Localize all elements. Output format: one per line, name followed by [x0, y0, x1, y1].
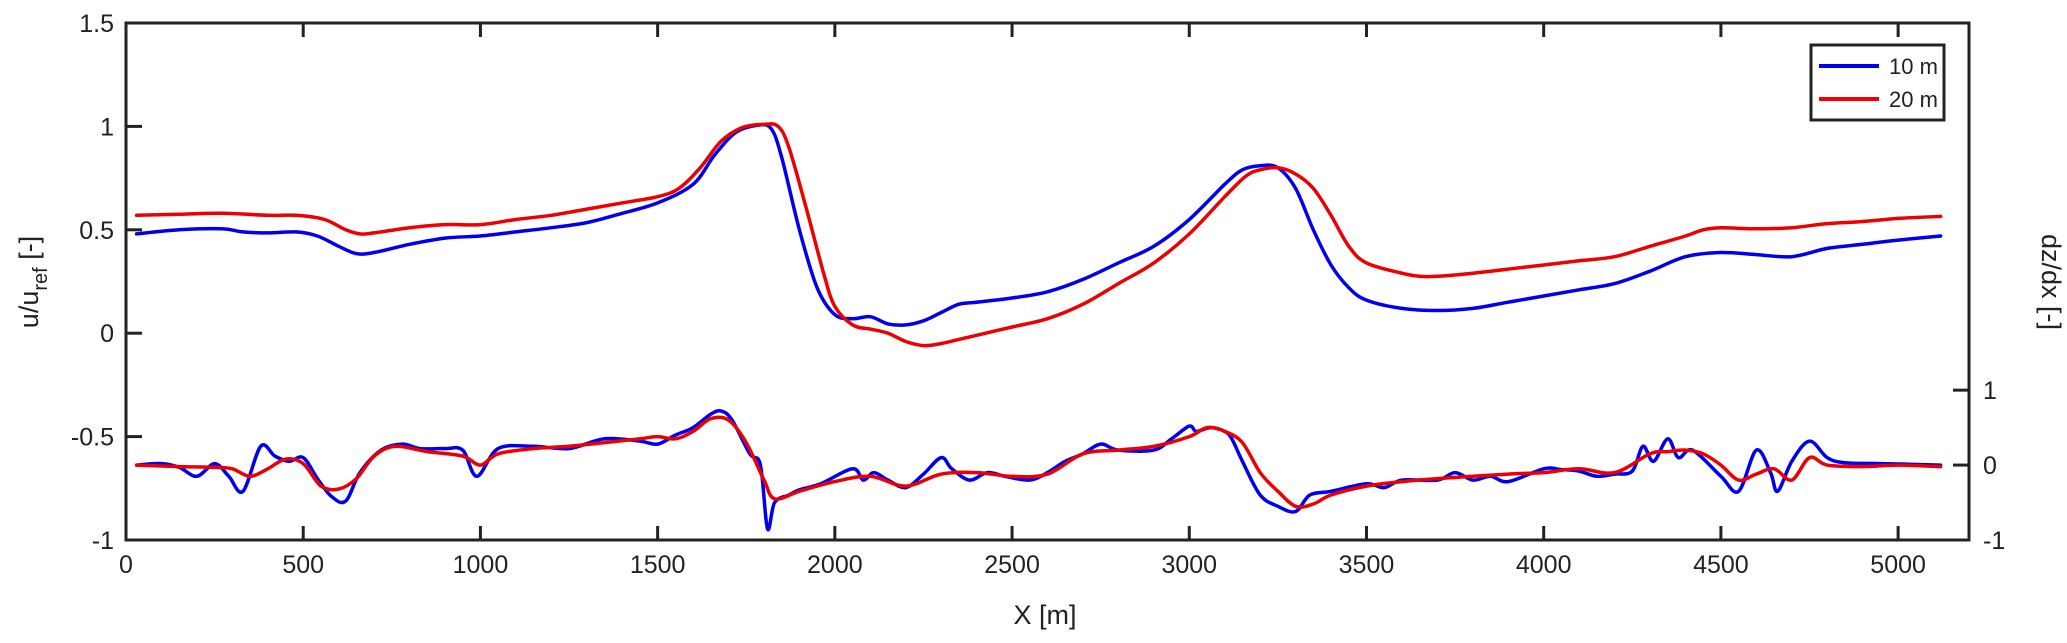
legend-label-10m: 10 m	[1889, 54, 1938, 79]
series-layer	[134, 122, 1943, 532]
x-tick-label: 1500	[630, 551, 686, 579]
x-tick-label: 2000	[807, 551, 863, 579]
y-left-tick-label: -0.5	[71, 424, 114, 452]
y-right-tick-label: 0	[1983, 452, 1997, 480]
y-axis-right-label: dz/dx [-]	[2036, 234, 2066, 330]
legend-label-20m: 20 m	[1889, 87, 1938, 112]
x-tick-label: 5000	[1870, 551, 1926, 579]
y-left-tick-label: 1	[100, 113, 114, 141]
x-tick-label: 3500	[1339, 551, 1395, 579]
y-axis-left-label-sub: ref	[30, 267, 52, 291]
y-right-tick-label: -1	[1983, 527, 2005, 555]
y-left-tick-label: 0	[100, 320, 114, 348]
y-left-tick-label: 1.5	[79, 10, 114, 38]
legend-box	[1809, 43, 1946, 122]
x-tick-label: 2500	[984, 551, 1040, 579]
x-axis: 0 500 1000 1500 2000 2500 3000 3500 4000 4500 5000	[119, 23, 1926, 579]
y-right-tick-label: 1	[1983, 377, 1997, 405]
series-line-upper-10m	[134, 122, 1943, 327]
series-line-upper-20m	[134, 122, 1943, 348]
x-tick-label: 3000	[1161, 551, 1217, 579]
x-tick-label: 1000	[453, 551, 509, 579]
plot-area	[124, 21, 1971, 542]
x-axis-label: X [m]	[1013, 600, 1076, 630]
y-axis-left: -1 -0.5 0 0.5 1 1.5	[71, 10, 142, 555]
y-left-tick-label: 0.5	[79, 217, 114, 245]
x-tick-label: 4000	[1516, 551, 1572, 579]
x-tick-label: 500	[282, 551, 324, 579]
series-line-lower-20m	[134, 415, 1943, 509]
y-left-tick-label: -1	[92, 527, 114, 555]
y-axis-right: -1 0 1	[1953, 377, 2005, 555]
y-axis-left-label: u/uref [-]	[14, 236, 52, 328]
y-axis-left-label-main: u/u	[14, 291, 44, 329]
x-tick-label: 0	[119, 551, 133, 579]
y-axis-left-label-suffix: [-]	[14, 236, 44, 268]
x-tick-label: 4500	[1693, 551, 1749, 579]
legend: 10 m 20 m	[1809, 43, 1946, 122]
